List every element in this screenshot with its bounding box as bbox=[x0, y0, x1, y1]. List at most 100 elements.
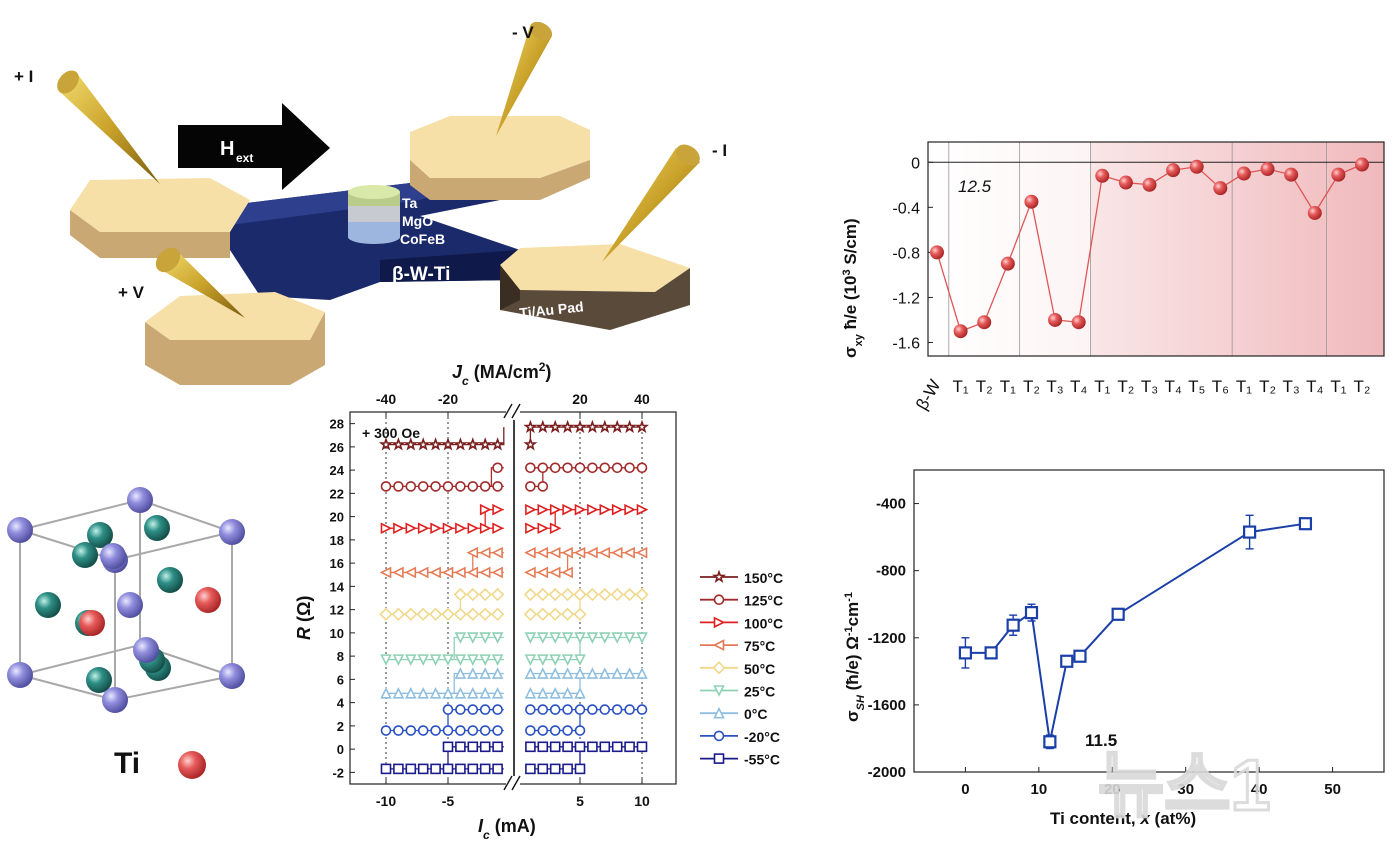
r-marker bbox=[523, 419, 538, 434]
r-marker bbox=[466, 607, 480, 621]
r-marker bbox=[525, 704, 536, 715]
r-marker bbox=[490, 587, 505, 602]
r-marker bbox=[467, 725, 479, 736]
r-marker bbox=[492, 725, 503, 736]
field-label: H bbox=[220, 138, 234, 160]
lattice-edge bbox=[19, 674, 116, 701]
r-marker bbox=[524, 566, 536, 579]
r-marker bbox=[574, 462, 586, 474]
sigma-xy-chart: 0 -0.4 -0.8 -1.2 -1.6 β-W T₁ T₂ T₁ T₂ T₃ T₄ T₁ T₂ T₃ T₄… bbox=[892, 141, 1385, 413]
r-marker bbox=[572, 419, 588, 434]
r-marker bbox=[574, 667, 586, 679]
xy-category-label: T₆ bbox=[1212, 377, 1229, 396]
r-legend-marker bbox=[713, 706, 725, 719]
sh-xtick-label: 10 bbox=[1031, 781, 1048, 798]
r-marker bbox=[392, 654, 405, 666]
r-marker bbox=[467, 654, 479, 666]
r-top-xtick-label: 40 bbox=[634, 391, 650, 407]
lattice-edge bbox=[19, 529, 116, 561]
r-marker bbox=[479, 687, 491, 699]
r-marker bbox=[403, 437, 418, 451]
sh-data-point bbox=[1111, 607, 1125, 621]
r-marker bbox=[537, 632, 549, 644]
xy-category-label: T₂ bbox=[1023, 377, 1040, 396]
r-marker bbox=[611, 741, 623, 753]
r-marker bbox=[525, 481, 536, 492]
r-marker bbox=[611, 462, 623, 474]
r-marker bbox=[549, 654, 561, 666]
r-ytick-label: 22 bbox=[330, 486, 344, 501]
r-marker bbox=[490, 607, 505, 621]
ti-atom bbox=[195, 587, 221, 613]
xy-category-label: T₂ bbox=[1259, 377, 1276, 396]
r-marker bbox=[599, 667, 611, 679]
r-ytick-label: -2 bbox=[332, 765, 344, 780]
r-marker bbox=[491, 546, 503, 559]
r-marker bbox=[523, 437, 538, 451]
r-ylabel: R (Ω) bbox=[294, 596, 314, 640]
r-marker bbox=[467, 667, 479, 679]
r-marker bbox=[405, 522, 418, 535]
r-marker bbox=[405, 763, 417, 775]
r-marker bbox=[479, 763, 491, 775]
r-marker bbox=[479, 667, 491, 679]
sh-ytick-label: -1600 bbox=[868, 697, 906, 714]
r-series-2: 100°C bbox=[380, 503, 783, 631]
r-break-mark bbox=[511, 403, 521, 419]
r-marker bbox=[453, 587, 468, 602]
r-marker bbox=[525, 462, 536, 474]
r-xtick-label: 5 bbox=[576, 793, 584, 809]
r-ytick-label: 20 bbox=[330, 510, 344, 525]
xy-category-label: T₄ bbox=[1306, 377, 1323, 396]
sh-data-point bbox=[1060, 654, 1074, 668]
r-ytick-label: 6 bbox=[337, 672, 344, 687]
r-marker bbox=[623, 667, 636, 679]
r-marker bbox=[537, 522, 550, 535]
r-marker bbox=[429, 654, 442, 666]
r-marker bbox=[636, 667, 648, 679]
probe-label-plus-v: + V bbox=[118, 283, 145, 302]
sh-ylabel: σSH (ħ/e) Ω-1cm-1 bbox=[843, 592, 867, 722]
r-marker bbox=[622, 419, 637, 434]
r-marker bbox=[416, 607, 430, 621]
r-marker bbox=[479, 632, 491, 644]
r-marker bbox=[417, 687, 429, 699]
r-marker bbox=[537, 763, 549, 775]
r-marker bbox=[378, 437, 394, 451]
r-marker bbox=[574, 741, 586, 753]
xy-data-point bbox=[1095, 168, 1110, 183]
r-marker bbox=[537, 725, 549, 736]
r-marker bbox=[467, 522, 480, 535]
r-marker bbox=[562, 503, 574, 516]
r-marker bbox=[391, 437, 406, 451]
r-ytick-label: 26 bbox=[330, 440, 344, 455]
r-marker bbox=[560, 419, 575, 434]
r-marker bbox=[611, 632, 623, 644]
probe-label-plus-i: + I bbox=[14, 67, 33, 86]
xy-data-point bbox=[1331, 167, 1346, 182]
sh-ytick-label: -2000 bbox=[868, 764, 906, 781]
r-series-4: 50°C bbox=[379, 587, 775, 677]
sh-data-point bbox=[1073, 649, 1087, 663]
r-marker bbox=[537, 654, 549, 666]
r-marker bbox=[537, 481, 549, 492]
xy-ytick-label: -1.6 bbox=[892, 335, 920, 352]
xy-annotation: 12.5 bbox=[958, 177, 992, 196]
r-marker bbox=[466, 546, 479, 559]
r-marker bbox=[455, 763, 466, 775]
r-marker bbox=[611, 503, 624, 516]
r-marker bbox=[455, 704, 466, 715]
r-marker bbox=[455, 741, 466, 753]
sh-xtick-label: 50 bbox=[1324, 781, 1341, 798]
r-marker bbox=[380, 725, 392, 736]
r-marker bbox=[636, 503, 649, 516]
r-xtick-label: -10 bbox=[376, 793, 396, 809]
r-marker bbox=[455, 522, 467, 535]
sh-data-point bbox=[984, 646, 998, 660]
r-marker bbox=[430, 725, 441, 736]
xy-ylabel: σxy ħ/e (103 S/cm) bbox=[841, 218, 865, 358]
r-marker bbox=[479, 704, 491, 715]
r-series-6: 0°C bbox=[380, 667, 768, 722]
r-ytick-label: 28 bbox=[330, 417, 344, 432]
